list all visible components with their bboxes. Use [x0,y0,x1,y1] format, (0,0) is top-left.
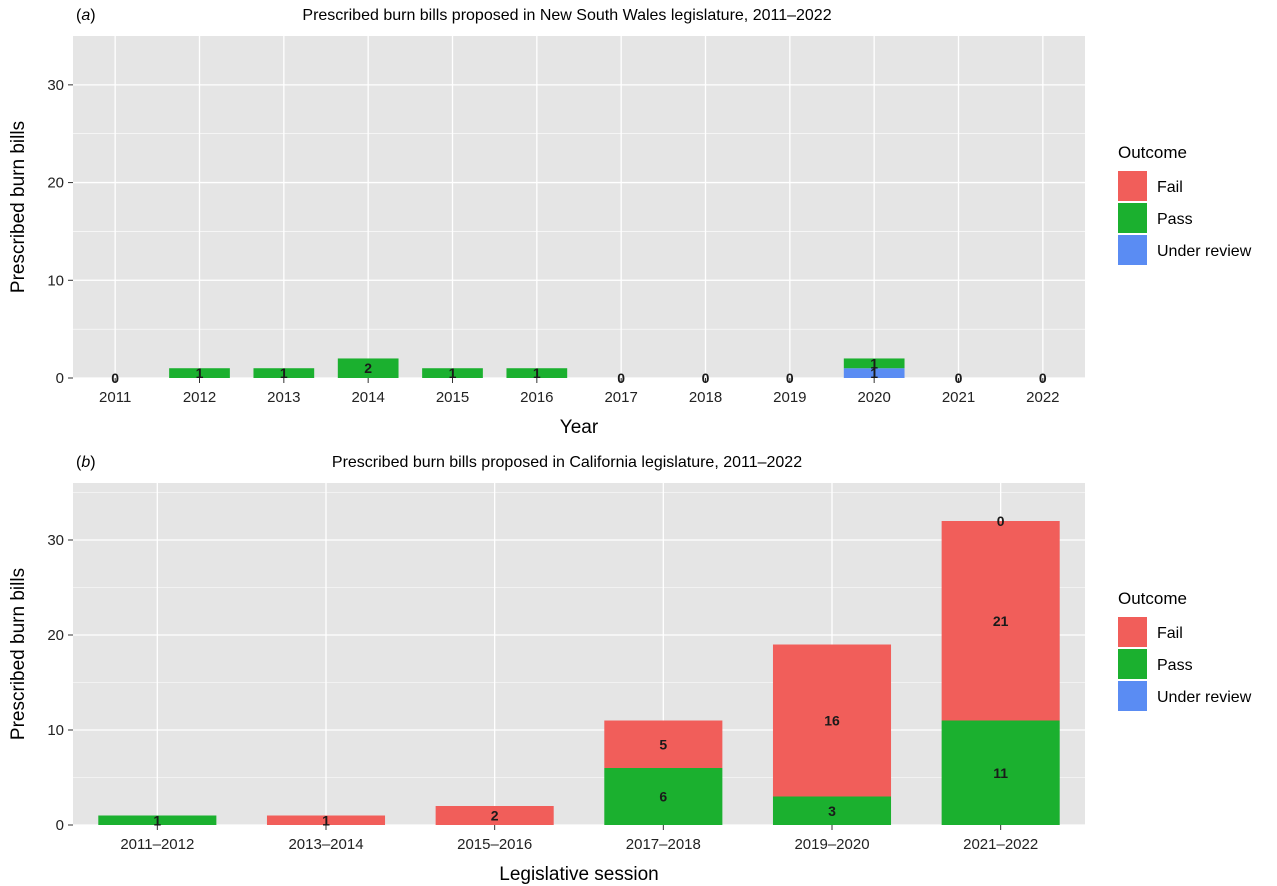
y-tick-label: 10 [47,272,64,289]
data-label: 21 [993,613,1009,629]
legend-label: Under review [1157,689,1252,706]
bar-pass [337,358,399,378]
bar-pass [604,768,723,825]
data-label: 0 [997,513,1005,529]
x-tick-label: 2021–2022 [963,836,1038,853]
data-label: 2 [364,360,372,376]
x-tick-label: 2020 [857,389,890,406]
y-tick-label: 20 [47,627,64,644]
chart-panel-a: (a) Prescribed burn bills proposed in New… [8,7,1252,438]
legend-label: Pass [1157,657,1193,674]
x-tick-label: 2017 [604,389,637,406]
chart-title: Prescribed burn bills proposed in New So… [302,7,831,24]
panel-letter: (b) [76,454,96,471]
data-label: 0 [786,370,794,386]
legend-key-under-review [1118,681,1147,711]
y-axis-title: Prescribed burn bills [8,121,29,293]
data-label: 3 [828,803,836,819]
x-tick-label: 2018 [689,389,722,406]
bar-pass [506,368,568,378]
data-label: 2 [491,808,499,824]
data-label: 1 [153,812,161,828]
y-tick-label: 10 [47,722,64,739]
data-label: 0 [1039,370,1047,386]
bar-fail [435,806,554,825]
x-tick-label: 2013–2014 [288,836,363,853]
bar-under-review [843,368,905,378]
x-axis-title: Legislative session [499,864,658,885]
plot-background [73,36,1085,378]
x-tick-label: 2011 [99,389,131,406]
y-tick-label: 30 [47,532,64,549]
x-tick-label: 2019–2020 [794,836,869,853]
bar-fail [604,720,723,768]
y-tick-label: 0 [56,817,64,834]
y-axis-title: Prescribed burn bills [8,568,29,740]
y-tick-label: 20 [47,175,64,192]
chart-title: Prescribed burn bills proposed in Califo… [332,454,802,471]
data-label: 16 [824,713,840,729]
x-tick-label: 2013 [267,389,300,406]
legend: Outcome Fail Pass Under review [1118,589,1252,711]
data-label: 1 [870,365,878,381]
x-tick-label: 2014 [351,389,384,406]
chart-panel-b: (b) Prescribed burn bills proposed in Cal… [8,454,1252,885]
data-label: 1 [196,365,204,381]
data-label: 1 [533,365,541,381]
data-label: 6 [659,789,667,805]
bar-pass [422,368,483,378]
bar-pass [169,368,230,378]
legend: Outcome Fail Pass Under review [1118,143,1252,265]
x-tick-label: 2012 [183,389,216,406]
bar-fail [941,521,1060,721]
x-tick-label: 2015–2016 [457,836,532,853]
data-label: 1 [280,365,288,381]
y-tick-label: 30 [47,77,64,94]
x-tick-label: 2011–2012 [120,836,194,853]
data-label: 0 [702,370,710,386]
legend-key-pass [1118,203,1147,233]
legend-key-pass [1118,649,1147,679]
bar-fail [772,644,892,797]
x-tick-label: 2019 [773,389,806,406]
legend-label: Fail [1157,179,1183,196]
bar-pass [98,815,217,825]
legend-label: Pass [1157,211,1193,228]
x-tick-label: 2015 [436,389,469,406]
legend-title: Outcome [1118,143,1187,162]
data-label: 1 [322,812,330,828]
bar-fail [266,815,386,825]
legend-key-fail [1118,617,1147,647]
legend-key-under-review [1118,235,1147,265]
data-label: 0 [111,370,119,386]
bar-pass [253,368,315,378]
bar-pass [772,796,892,825]
y-tick-label: 0 [56,370,64,387]
data-label: 11 [993,765,1008,781]
legend-key-fail [1118,171,1147,201]
data-label: 5 [659,736,667,752]
bar-pass [843,358,905,369]
legend-label: Fail [1157,625,1183,642]
x-tick-label: 2022 [1026,389,1059,406]
data-label: 0 [617,370,625,386]
x-axis-title: Year [560,417,599,438]
bar-pass [941,720,1060,825]
x-tick-label: 2017–2018 [626,836,701,853]
x-tick-label: 2021 [942,389,975,406]
data-label: 0 [955,370,963,386]
plot-background [73,483,1085,825]
legend-label: Under review [1157,243,1252,260]
x-tick-label: 2016 [520,389,553,406]
panel-letter: (a) [76,7,96,24]
legend-title: Outcome [1118,589,1187,608]
data-label: 1 [870,355,878,371]
data-label: 1 [449,365,457,381]
